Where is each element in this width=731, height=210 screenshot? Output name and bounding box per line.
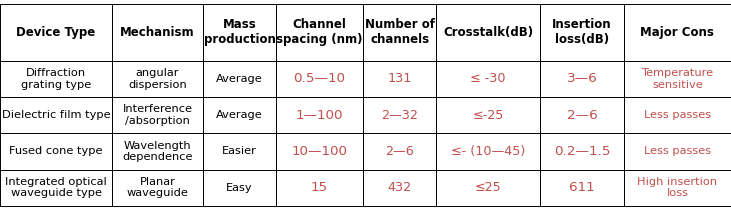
Text: Wavelength
dependence: Wavelength dependence bbox=[122, 140, 193, 162]
Bar bbox=[363, 169, 436, 206]
Text: Insertion
loss(dB): Insertion loss(dB) bbox=[552, 18, 612, 46]
Bar bbox=[436, 133, 540, 169]
Text: 2—6: 2—6 bbox=[385, 145, 414, 158]
Text: 15: 15 bbox=[311, 181, 328, 194]
Text: ≤ -30: ≤ -30 bbox=[470, 72, 506, 85]
Text: Device Type: Device Type bbox=[16, 26, 96, 39]
Text: 1—100: 1—100 bbox=[296, 109, 344, 122]
Bar bbox=[540, 97, 624, 133]
Text: ≤-25: ≤-25 bbox=[472, 109, 504, 122]
Bar bbox=[436, 61, 540, 97]
Bar bbox=[624, 4, 731, 61]
Text: 2—6: 2—6 bbox=[567, 109, 597, 122]
Bar bbox=[363, 61, 436, 97]
Bar bbox=[0, 97, 112, 133]
Text: Less passes: Less passes bbox=[644, 146, 711, 156]
Text: ≤- (10—45): ≤- (10—45) bbox=[451, 145, 526, 158]
Bar bbox=[436, 169, 540, 206]
Bar bbox=[276, 169, 363, 206]
Text: Mechanism: Mechanism bbox=[121, 26, 195, 39]
Bar bbox=[276, 97, 363, 133]
Bar bbox=[203, 97, 276, 133]
Text: Mass
production: Mass production bbox=[204, 18, 276, 46]
Bar bbox=[112, 97, 203, 133]
Text: Crosstalk(dB): Crosstalk(dB) bbox=[443, 26, 533, 39]
Text: Temperature
sensitive: Temperature sensitive bbox=[641, 68, 713, 90]
Bar bbox=[112, 169, 203, 206]
Bar bbox=[436, 4, 540, 61]
Bar bbox=[112, 61, 203, 97]
Bar bbox=[203, 61, 276, 97]
Bar bbox=[363, 4, 436, 61]
Text: 0.5—10: 0.5—10 bbox=[294, 72, 346, 85]
Text: Easier: Easier bbox=[222, 146, 257, 156]
Text: Fused cone type: Fused cone type bbox=[10, 146, 103, 156]
Text: 611: 611 bbox=[569, 181, 595, 194]
Bar bbox=[540, 133, 624, 169]
Bar bbox=[276, 133, 363, 169]
Text: ≤25: ≤25 bbox=[474, 181, 501, 194]
Text: Average: Average bbox=[216, 74, 263, 84]
Bar bbox=[203, 133, 276, 169]
Text: 131: 131 bbox=[387, 72, 412, 85]
Text: 432: 432 bbox=[387, 181, 412, 194]
Bar bbox=[624, 133, 731, 169]
Text: Interference
/absorption: Interference /absorption bbox=[123, 104, 192, 126]
Text: Average: Average bbox=[216, 110, 263, 120]
Bar bbox=[0, 4, 112, 61]
Bar bbox=[540, 169, 624, 206]
Bar bbox=[203, 4, 276, 61]
Bar bbox=[624, 97, 731, 133]
Bar bbox=[276, 61, 363, 97]
Bar bbox=[436, 97, 540, 133]
Text: 0.2—1.5: 0.2—1.5 bbox=[553, 145, 610, 158]
Text: Dielectric film type: Dielectric film type bbox=[1, 110, 110, 120]
Bar bbox=[0, 169, 112, 206]
Bar bbox=[540, 4, 624, 61]
Text: angular
dispersion: angular dispersion bbox=[128, 68, 187, 90]
Bar bbox=[276, 4, 363, 61]
Bar bbox=[203, 169, 276, 206]
Text: Integrated optical
waveguide type: Integrated optical waveguide type bbox=[5, 177, 107, 198]
Text: Less passes: Less passes bbox=[644, 110, 711, 120]
Text: Major Cons: Major Cons bbox=[640, 26, 714, 39]
Bar bbox=[624, 61, 731, 97]
Text: 2—32: 2—32 bbox=[381, 109, 418, 122]
Bar bbox=[112, 4, 203, 61]
Bar bbox=[624, 169, 731, 206]
Text: Channel
spacing (nm): Channel spacing (nm) bbox=[276, 18, 363, 46]
Bar bbox=[363, 133, 436, 169]
Bar bbox=[0, 61, 112, 97]
Text: Easy: Easy bbox=[227, 183, 253, 193]
Bar bbox=[0, 133, 112, 169]
Bar bbox=[540, 61, 624, 97]
Text: Number of
channels: Number of channels bbox=[365, 18, 435, 46]
Text: Planar
waveguide: Planar waveguide bbox=[126, 177, 189, 198]
Text: 3—6: 3—6 bbox=[567, 72, 597, 85]
Text: High insertion
loss: High insertion loss bbox=[637, 177, 717, 198]
Bar bbox=[363, 97, 436, 133]
Text: Diffraction
grating type: Diffraction grating type bbox=[21, 68, 91, 90]
Text: 10—100: 10—100 bbox=[292, 145, 348, 158]
Bar bbox=[112, 133, 203, 169]
